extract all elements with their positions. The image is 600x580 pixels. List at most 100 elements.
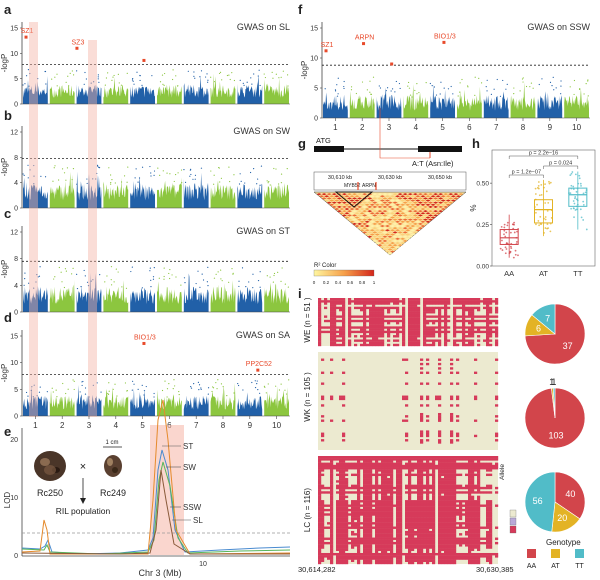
haplo-cell <box>387 328 391 331</box>
gene-mark-arpn: ARPN <box>362 183 376 189</box>
snp-point <box>233 79 236 82</box>
haplo-cell <box>405 541 409 545</box>
snp-point <box>355 92 357 95</box>
haplo-cell <box>477 478 481 481</box>
ld-cell <box>397 244 403 247</box>
snp-point <box>553 89 555 91</box>
haplo-cell <box>399 500 403 503</box>
haplo-cell <box>432 315 436 318</box>
haplo-cell <box>447 552 451 556</box>
haplo-cell <box>477 343 481 347</box>
snp-point <box>166 388 169 390</box>
haplo-cell <box>384 544 388 547</box>
haplo-cell <box>417 311 421 314</box>
haplo-cell <box>318 530 322 534</box>
haplo-cell <box>369 519 373 523</box>
haplo-cell <box>429 462 433 466</box>
haplo-cell <box>471 548 475 551</box>
haplo-cell <box>462 326 466 329</box>
haplo-cell <box>438 300 442 303</box>
haplo-cell <box>426 395 430 398</box>
haplo-cell <box>462 328 466 331</box>
snp-point <box>378 85 380 87</box>
haplo-cell <box>474 555 478 558</box>
haplo-cell <box>378 311 382 314</box>
haplo-cell <box>462 462 466 466</box>
haplo-cell <box>342 332 346 336</box>
haplo-cell <box>339 330 343 334</box>
haplo-cell <box>486 546 490 549</box>
snp-point <box>529 86 531 88</box>
ld-cell <box>357 227 363 230</box>
haplo-cell <box>363 559 367 562</box>
haplo-cell <box>384 546 388 549</box>
haplo-cell <box>495 335 499 338</box>
peak-marker <box>390 62 394 66</box>
haplo-cell <box>336 528 340 532</box>
haplo-cell <box>369 517 373 521</box>
haplo-cell <box>387 522 391 525</box>
snp-point <box>286 168 288 170</box>
haplo-cell <box>423 315 427 318</box>
snp-point <box>33 287 35 289</box>
haplo-cell <box>345 555 349 558</box>
jitter-point <box>509 250 512 253</box>
snp-point <box>97 78 99 80</box>
haplo-cell <box>486 559 490 562</box>
haplo-cell <box>453 317 457 321</box>
haplo-cell <box>429 311 433 314</box>
haplo-cell <box>345 513 349 516</box>
haplo-cell <box>450 517 454 521</box>
chromosome-signal <box>103 387 129 416</box>
snp-point <box>343 85 345 88</box>
ld-cell <box>412 222 418 225</box>
haplo-cell <box>318 304 322 307</box>
haplo-cell <box>441 502 445 505</box>
haplo-cell <box>366 557 370 560</box>
haplo-cell <box>444 550 448 554</box>
haplo-cell <box>333 328 337 331</box>
haplo-cell <box>429 298 433 301</box>
snp-point <box>131 266 133 268</box>
haplo-cell <box>324 467 328 470</box>
haplo-cell <box>417 500 421 503</box>
haplo-cell <box>438 432 442 435</box>
snp-point <box>104 84 106 86</box>
haplo-cell <box>417 471 421 474</box>
haplo-cell <box>465 504 469 507</box>
snp-point <box>288 379 290 381</box>
jitter-point <box>574 196 577 198</box>
snp-point <box>522 77 524 79</box>
haplo-cell <box>438 415 442 418</box>
snp-point <box>190 386 192 388</box>
jitter-point <box>578 177 581 180</box>
haplo-cell <box>468 489 472 492</box>
haplo-cell <box>387 311 391 314</box>
haplo-cell <box>420 541 424 545</box>
haplo-cell <box>330 317 334 321</box>
gene-exon-1 <box>314 146 344 152</box>
group-label-we: WE (n = 51 ) <box>303 297 312 342</box>
haplo-cell <box>366 500 370 503</box>
haplo-cell <box>408 480 412 483</box>
haplo-cell <box>429 539 433 543</box>
ld-cell <box>440 199 446 202</box>
haplo-cell <box>405 439 409 442</box>
haplo-cell <box>366 467 370 470</box>
haplo-cell <box>462 319 466 323</box>
haplo-cell <box>465 302 469 305</box>
snp-point <box>61 281 63 283</box>
haplo-cell <box>405 508 409 512</box>
ld-cell <box>379 237 385 240</box>
ld-cell <box>415 229 421 232</box>
haplo-cell <box>396 561 400 565</box>
haplo-cell <box>369 546 373 549</box>
haplo-cell <box>468 506 472 510</box>
haplo-cell <box>411 511 415 514</box>
haplo-cell <box>426 434 430 438</box>
snp-point <box>139 79 141 82</box>
haplo-cell <box>453 541 457 545</box>
haplo-cell <box>432 524 436 527</box>
haplo-cell <box>417 550 421 554</box>
snp-point <box>192 178 194 180</box>
